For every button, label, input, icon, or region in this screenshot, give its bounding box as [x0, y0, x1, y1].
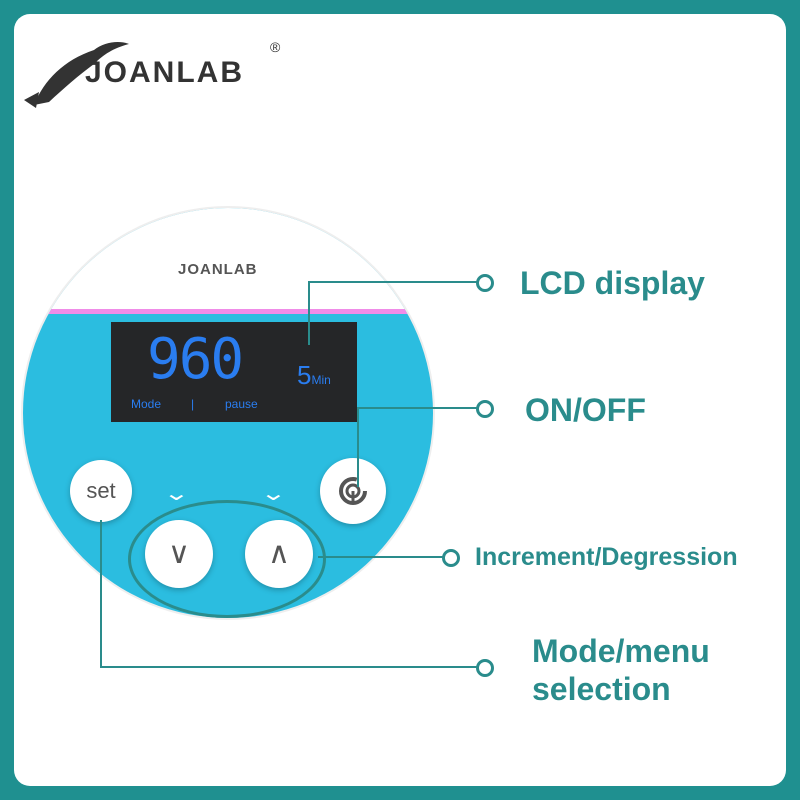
fish-logo-icon: [24, 42, 129, 108]
callout-dot: [442, 549, 460, 567]
pink-strip: [23, 309, 433, 314]
leader-line: [100, 520, 102, 667]
leader-line: [357, 407, 359, 487]
leader-line: [357, 407, 477, 409]
brand-logo-text: JOANLAB: [85, 56, 245, 89]
power-icon: [339, 477, 367, 505]
leader-line: [318, 556, 444, 558]
lcd-time: 5Min: [297, 360, 331, 390]
set-button[interactable]: set: [70, 460, 132, 522]
callout-dot: [476, 400, 494, 418]
lcd-pause: pause: [225, 397, 258, 411]
callout-lcd: LCD display: [520, 265, 705, 301]
registered-mark: ®: [270, 39, 281, 55]
leader-line: [100, 666, 478, 668]
callout-mode: Mode/menu selection: [532, 633, 710, 707]
chevron-down-icon: ⌄: [259, 483, 287, 505]
arrow-buttons-highlight: [128, 500, 326, 618]
lcd-display: 960 5Min Mode | pause: [111, 322, 357, 422]
lcd-value: 960: [147, 327, 244, 392]
callout-dot: [476, 659, 494, 677]
callout-dot: [476, 274, 494, 292]
callout-increment: Increment/Degression: [475, 543, 738, 571]
lcd-mode: Mode: [131, 397, 162, 411]
chevron-down-icon: ⌄: [162, 483, 190, 505]
device-logo: JOANLAB: [178, 261, 258, 278]
callout-onoff: ON/OFF: [525, 392, 646, 428]
leader-line: [308, 281, 478, 283]
leader-line: [308, 281, 310, 345]
lcd-separator: |: [191, 397, 195, 411]
power-button[interactable]: [320, 458, 386, 524]
